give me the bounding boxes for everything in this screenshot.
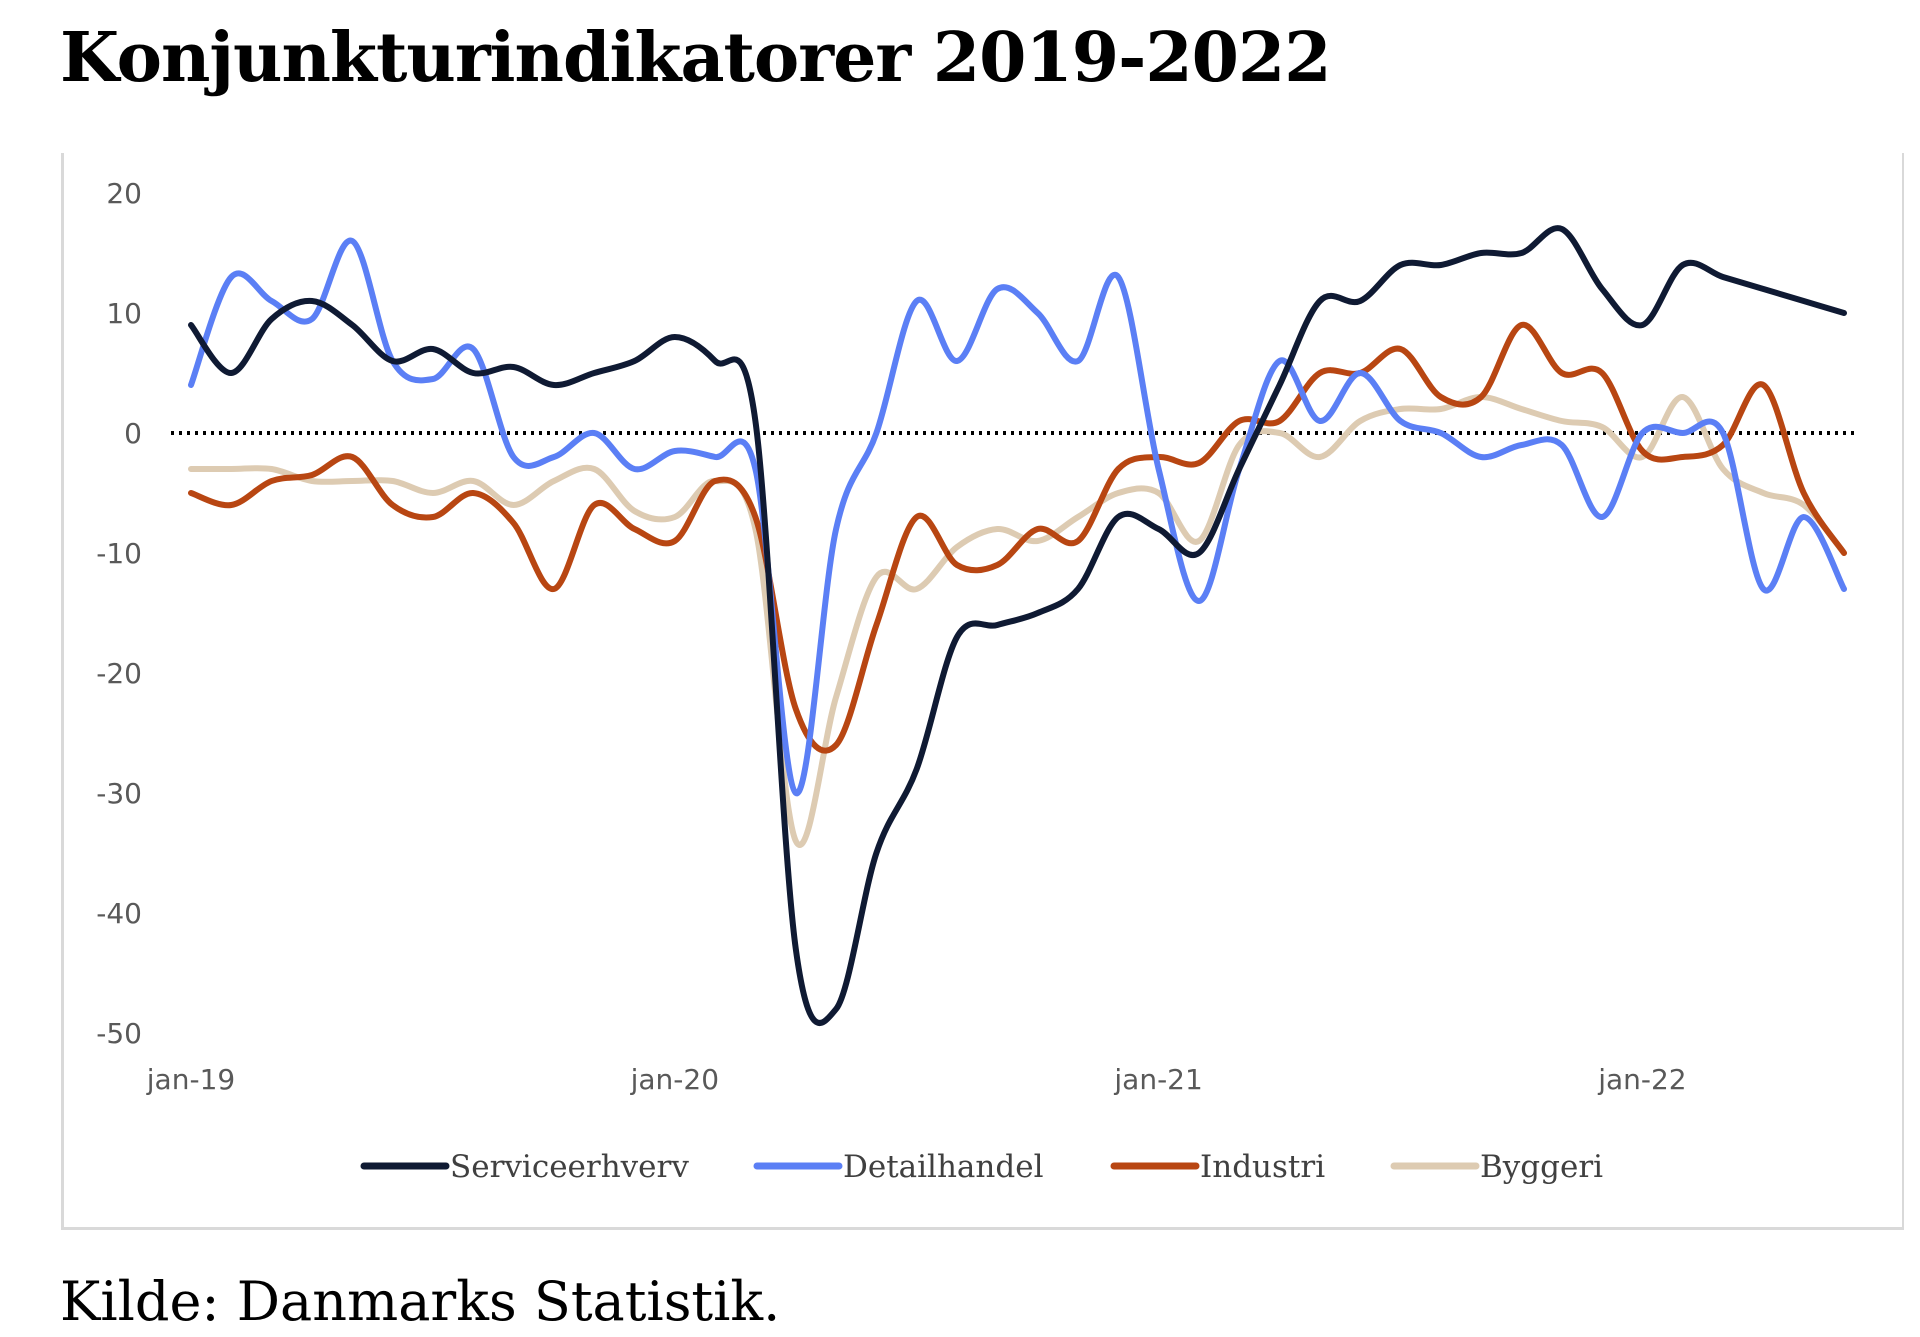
x-tick-label: jan-21 (1113, 1063, 1202, 1096)
legend-label: Industri (1200, 1149, 1325, 1185)
x-tick-label: jan-22 (1597, 1063, 1686, 1096)
legend: Serviceerhverv Detailhandel Industri Bygger… (360, 1149, 1603, 1185)
y-tick-label: 0 (124, 417, 142, 450)
x-tick-label: jan-20 (630, 1063, 719, 1096)
series-line-byggeri (188, 394, 1847, 848)
series-line-serviceerhverv (188, 225, 1847, 1026)
y-tick-label: -20 (96, 657, 142, 690)
y-tick-label: -50 (96, 1017, 142, 1050)
chart-title: Konjunkturindikatorer 2019-2022 (60, 18, 1332, 98)
x-tick-label: jan-19 (146, 1063, 235, 1096)
y-tick-label: -30 (96, 777, 142, 810)
y-axis: 20 10 0 -10 -20 -30 -40 -50 (96, 177, 142, 1050)
legend-label: Byggeri (1480, 1149, 1603, 1185)
legend-label: Serviceerhverv (450, 1149, 689, 1185)
series-line-detailhandel (188, 237, 1847, 797)
y-tick-label: 10 (106, 297, 142, 330)
series-line-industri (188, 321, 1847, 754)
series-lines (188, 225, 1847, 1026)
x-axis: jan-19 jan-20 jan-21 jan-22 (146, 1063, 1687, 1096)
source-note: Kilde: Danmarks Statistik. (60, 1270, 781, 1333)
legend-label: Detailhandel (843, 1149, 1044, 1185)
chart-frame: 20 10 0 -10 -20 -30 -40 -50 jan-19 jan-20 jan-21 j… (61, 153, 1904, 1230)
y-tick-label: -40 (96, 897, 142, 930)
y-tick-label: -10 (96, 537, 142, 570)
y-tick-label: 20 (106, 177, 142, 210)
